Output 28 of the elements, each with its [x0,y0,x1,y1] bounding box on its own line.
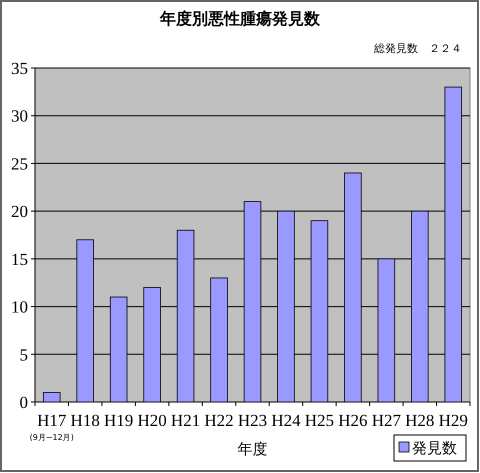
text: (9月~12月) [30,433,74,442]
x-tick-label: H27 [372,411,402,430]
y-tick-label: 35 [11,59,28,78]
x-tick-label: H19 [104,411,134,430]
x-tick-label: H25 [304,411,334,430]
legend: 発見数 [394,434,466,462]
x-tick-label: H21 [170,411,200,430]
text: 総発見数 ２２４ [373,42,462,55]
x-tick-label: H17 [37,411,67,430]
y-tick-label: 10 [11,298,28,317]
y-tick-label: 30 [11,106,28,126]
y-tick-label: 0 [20,393,28,412]
y-tick-label: 25 [11,154,28,174]
x-tick-label: H29 [438,411,468,430]
bar [42,392,60,402]
x-tick-label: H24 [271,411,302,430]
y-tick-label: 5 [20,345,28,364]
x-tick-label: H20 [137,411,167,430]
x-tick-label: H28 [405,411,434,430]
chart-title: 年度別悪性腫瘍発見数 [159,9,321,28]
y-tick-label: 15 [11,250,28,269]
x-tick-label: H26 [338,411,368,430]
x-tick-label: H22 [204,411,234,430]
x-tick-label: H18 [70,411,100,430]
legend-label: 発見数 [412,439,457,457]
x-axis-title: 年度 [238,440,268,458]
x-tick-label: H23 [238,411,268,430]
y-tick-label: 20 [11,202,28,222]
